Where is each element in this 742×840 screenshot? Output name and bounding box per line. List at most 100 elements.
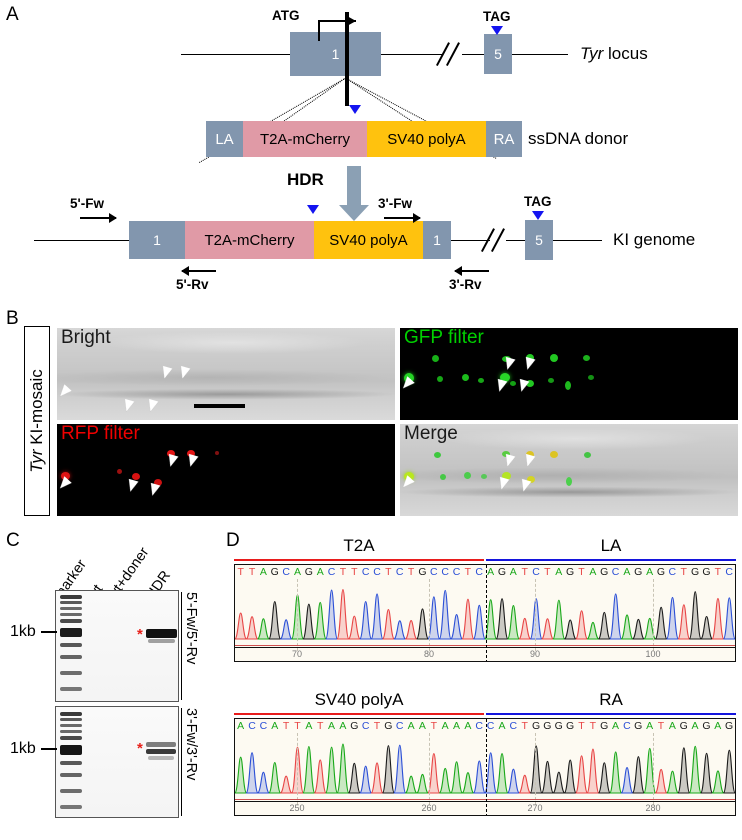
ladder-band: [60, 607, 82, 610]
arrowhead-rfp-4: [165, 453, 179, 469]
fluor-dot: [510, 381, 516, 386]
donor-segment-ra-label: RA: [493, 130, 515, 148]
ladder-band: [60, 730, 82, 733]
primer-3fw-label: 3'-Fw: [378, 196, 412, 211]
chromatogram-1-gridline: [535, 579, 536, 651]
ki-segment-t2a-mcherry-label: T2A-mCherry: [204, 231, 295, 249]
chromatogram-1-junction-divider: [486, 565, 487, 661]
gel-image-3prime[interactable]: [55, 706, 179, 818]
ssdna-donor-title: ssDNA donor: [528, 129, 629, 148]
microscopy-image-rfp[interactable]: RFP filter: [57, 424, 395, 516]
ki-segment-sv40-polya: SV40 polyA: [314, 221, 423, 259]
primer-3fw-arrow-icon: [384, 212, 421, 224]
gel-star-bottom: *: [137, 740, 143, 757]
ladder-band: [60, 736, 82, 740]
scale-bar: [194, 404, 245, 408]
hdr-pcr-band-smear: [148, 639, 175, 643]
arrowhead-bright-4: [159, 365, 173, 381]
ki-genome-title: KI genome: [613, 230, 696, 249]
tag-stop-marker-locus-icon: [491, 26, 503, 35]
donor-segment-la-label: LA: [215, 130, 234, 148]
arrowhead-merge-2: [496, 476, 510, 492]
microscopy-image-bright-label: Bright: [61, 328, 111, 348]
arrowhead-rfp-5: [185, 453, 199, 469]
fluor-dot: [500, 373, 510, 382]
fluor-dot: [478, 378, 484, 383]
primer-3rv-label: 3'-Rv: [449, 277, 482, 292]
primer-5rv-label: 5'-Rv: [176, 277, 209, 292]
donor-segment-t2a-mcherry-label: T2A-mCherry: [259, 130, 350, 148]
fluor-dot: [404, 472, 414, 481]
arrowhead-gfp-2: [494, 378, 508, 394]
ladder-band: [60, 601, 82, 604]
ladder-band: [60, 712, 82, 716]
arrowhead-rfp-3: [147, 482, 161, 498]
arrowhead-merge-5: [522, 453, 536, 469]
chromatogram-2-gridline: [429, 733, 430, 805]
ki-exon5-label: 5: [535, 232, 543, 248]
fluor-dot: [526, 354, 534, 362]
fluor-dot: [550, 354, 558, 362]
tyr-locus-exon1: 1: [290, 32, 381, 76]
fluor-dot: [167, 450, 175, 457]
ki-exon5: 5: [525, 220, 553, 260]
panel-b-side-label-italic: Tyr: [27, 449, 46, 473]
arrowhead-gfp-5: [522, 356, 536, 372]
fluor-dot: [215, 451, 219, 455]
chromatogram-1-left-rule: [234, 559, 484, 562]
microscopy-image-merge[interactable]: Merge: [400, 424, 738, 516]
tyr-locus-title: Tyr locus: [580, 44, 648, 64]
panel-c-letter: C: [6, 530, 20, 551]
panel-a-letter: A: [6, 4, 19, 25]
microscopy-image-bright[interactable]: Bright: [57, 328, 395, 420]
hdr-pcr-band: [146, 629, 177, 638]
donor-segment-la: LA: [206, 121, 243, 157]
ladder-band: [60, 773, 82, 777]
chromatogram-2-tick-280: 280: [645, 803, 661, 813]
fluor-dot: [502, 356, 511, 362]
gel-image-5prime[interactable]: [55, 590, 179, 702]
tyr-locus-exon5: 5: [484, 34, 512, 74]
fluor-dot: [565, 381, 571, 390]
chromatogram-1-right-rule: [486, 559, 736, 562]
ki-genome-backbone-left: [34, 240, 129, 242]
atg-transcription-arrow: [318, 16, 356, 41]
ladder-band: [60, 718, 82, 721]
panel-c: C marker wt wt+doner HDR 1kb * 5'-Fw/5'-…: [0, 530, 228, 840]
microscopy-image-rfp-label: RFP filter: [61, 424, 140, 444]
chromatogram-2-left-title: SV40 polyA: [314, 690, 404, 709]
microscopy-image-gfp[interactable]: GFP filter: [400, 328, 738, 420]
tyr-locus-title-rest: locus: [603, 44, 648, 63]
fluor-dot: [432, 355, 439, 362]
fluor-dot: [117, 469, 122, 474]
panel-d-letter: D: [226, 530, 240, 551]
arrowhead-rfp-2: [125, 478, 139, 494]
ki-tag-label: TAG: [524, 194, 552, 209]
fluor-dot: [583, 355, 590, 361]
arrowhead-gfp-4: [502, 356, 516, 372]
panel-a: A 1 ATG 5 TAG Tyr locus LA T2A-mCherry S…: [0, 0, 742, 308]
chromatogram-2-tick-270: 270: [527, 803, 543, 813]
arrowhead-bright-5: [177, 365, 191, 381]
fluor-dot: [404, 373, 414, 383]
arrowhead-gfp-3: [516, 378, 530, 394]
chromatogram-2-tick-250: 250: [289, 803, 305, 813]
chromatogram-1-tick-70: 70: [291, 649, 303, 659]
chromatogram-2-axis: [235, 801, 735, 803]
chromatogram-1-traces: [235, 588, 735, 640]
donor-insertion-marker-icon: [349, 105, 361, 114]
arrowhead-merge-3: [518, 478, 532, 494]
fluor-dot: [464, 472, 471, 479]
ladder-band: [60, 805, 82, 809]
panel-b-side-label-rest: KI-mosaic: [27, 369, 46, 450]
hdr-pcr-band: [146, 749, 176, 754]
ki-exon1-right: 1: [423, 221, 451, 259]
donor-segment-ra: RA: [486, 121, 522, 157]
hdr-label: HDR: [287, 170, 324, 189]
chromatogram-2-gridline: [535, 733, 536, 805]
